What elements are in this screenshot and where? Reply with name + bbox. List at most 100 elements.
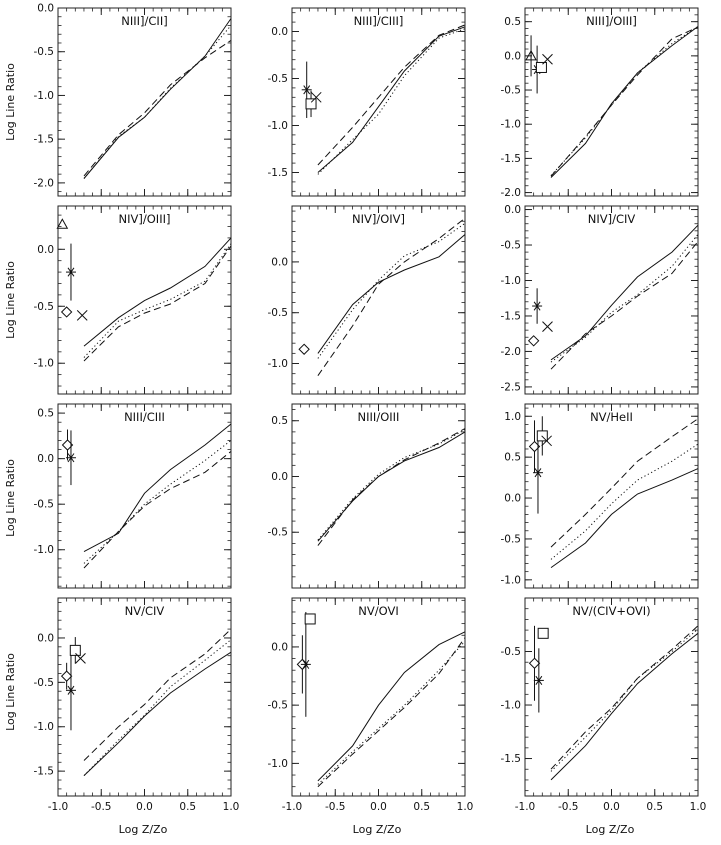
cross-marker — [75, 653, 86, 664]
triangle-marker — [56, 218, 69, 229]
y-tick-label: -1.0 — [34, 358, 55, 370]
y-tick-label: 0.5 — [504, 16, 521, 28]
plot-frame — [291, 597, 466, 797]
plot-frame — [291, 205, 466, 395]
model-line-dotted — [550, 628, 699, 772]
model-line-dashed — [550, 26, 699, 177]
model-line-dashed — [317, 428, 466, 546]
y-tick-label: 0.0 — [37, 3, 54, 15]
plot-frame — [524, 205, 699, 395]
asterisk-stroke — [67, 453, 75, 463]
model-line-dashed — [317, 24, 466, 166]
model-line-solid — [83, 237, 232, 347]
panel-11: -1.0 -0.5 0.0 -1.0 -0.5 0.0 0.5 1.0 NV/OVI — [268, 597, 474, 813]
y-tick-label: 0.0 — [271, 641, 288, 653]
y-tick-label: -1.5 — [34, 134, 55, 146]
y-tick-label: -0.5 — [501, 533, 522, 545]
model-line-dotted — [550, 234, 699, 363]
y-tick-label: -1.0 — [34, 90, 55, 102]
model-line-solid — [83, 651, 232, 776]
y-tick-label: -1.0 — [268, 358, 289, 370]
asterisk-stroke — [533, 301, 541, 311]
y-tick-label: 0.0 — [37, 453, 54, 465]
model-line-dashed — [550, 241, 699, 370]
model-line-dotted — [317, 222, 466, 359]
asterisk-marker — [532, 301, 543, 311]
model-line-dashed — [317, 217, 466, 376]
panel-title: NIII]/CIII] — [354, 14, 404, 28]
y-tick-label: -0.5 — [34, 301, 55, 313]
y-tick-label: 0.0 — [504, 50, 521, 62]
y-axis-label-row-2: Log Line Ratio — [4, 261, 17, 339]
y-tick-label: -0.5 — [501, 85, 522, 97]
plot-frame — [524, 403, 699, 589]
asterisk-marker — [533, 675, 544, 685]
asterisk-stroke — [303, 85, 311, 95]
asterisk-marker — [532, 468, 543, 478]
model-line-dotted — [83, 243, 232, 358]
model-line-solid — [317, 431, 466, 542]
model-line-dashed — [83, 628, 232, 761]
model-line-dotted — [317, 640, 466, 785]
model-line-solid — [317, 26, 466, 173]
panel-title: NV/HeII — [590, 410, 633, 424]
y-tick-label: -0.5 — [268, 527, 289, 539]
y-tick-label: -0.5 — [501, 646, 522, 658]
model-line-dotted — [550, 26, 699, 176]
panel-4: -1.0 -0.5 0.0 NIV]/OIII] — [34, 205, 232, 395]
y-tick-label: -1.5 — [501, 310, 522, 322]
panel-title: NIV]/OIV] — [352, 212, 405, 226]
panel-10: -1.5 -1.0 -0.5 0.0 -1.0 -0.5 0.0 0.5 1.0 NV/CIV — [34, 597, 239, 813]
asterisk-marker — [300, 659, 311, 669]
y-tick-label: 0.0 — [37, 244, 54, 256]
y-tick-label: 0.0 — [504, 493, 521, 505]
cross-stroke — [76, 310, 88, 321]
cross-marker — [542, 53, 553, 65]
x-tick-label: 0.5 — [413, 801, 430, 813]
y-tick-label: -0.5 — [268, 73, 289, 85]
x-tick-label: -1.0 — [48, 801, 69, 813]
model-line-solid — [550, 224, 699, 361]
cross-marker — [76, 310, 88, 321]
cross-marker — [541, 435, 552, 447]
cross-marker — [310, 91, 322, 103]
y-tick-label: -0.5 — [268, 700, 289, 712]
panel-9: -1.0 -0.5 0.0 0.5 1.0 NV/HeII — [501, 403, 699, 589]
y-tick-label: 0.5 — [37, 408, 54, 420]
plot-frame — [57, 403, 232, 589]
asterisk-stroke — [67, 267, 75, 277]
x-axis-label-col-1: Log Z/Zo — [119, 823, 168, 836]
model-line-dotted — [83, 440, 232, 564]
y-tick-label: 0.0 — [37, 632, 54, 644]
y-tick-label: -1.0 — [34, 721, 55, 733]
y-tick-label: -1.0 — [501, 574, 522, 586]
asterisk-stroke — [534, 468, 542, 478]
x-tick-label: -1.0 — [282, 801, 303, 813]
cross-stroke — [310, 91, 322, 103]
model-line-solid — [550, 632, 699, 781]
model-line-solid — [550, 468, 699, 569]
y-tick-label: -2.0 — [34, 177, 55, 189]
y-tick-label: -2.5 — [501, 381, 522, 393]
square-marker — [305, 98, 317, 110]
panel-2: -1.5 -1.0 -0.5 0.0 NIII]/CIII] — [268, 7, 466, 197]
y-axis-label-row-4: Log Line Ratio — [4, 653, 17, 731]
panel-8: -0.5 0.0 0.5 NIII/OIII — [268, 403, 466, 589]
plot-frame — [57, 205, 232, 395]
model-line-dashed — [83, 245, 232, 362]
y-tick-label: 0.0 — [271, 256, 288, 268]
model-line-dashed — [550, 625, 699, 770]
model-line-dotted — [550, 443, 699, 560]
model-line-solid — [550, 26, 699, 178]
x-tick-label: 0.0 — [603, 801, 620, 813]
y-tick-label: -1.5 — [34, 766, 55, 778]
y-tick-label: -1.0 — [34, 544, 55, 556]
cross-stroke — [75, 653, 86, 664]
y-tick-label: 0.0 — [271, 471, 288, 483]
model-line-dotted — [317, 28, 466, 175]
x-tick-label: 0.5 — [179, 801, 196, 813]
model-line-dashed — [83, 39, 232, 177]
x-tick-label: 1.0 — [457, 801, 474, 813]
panel-1: -2.0 -1.5 -1.0 -0.5 0.0 NIII]/CII] — [34, 3, 232, 197]
